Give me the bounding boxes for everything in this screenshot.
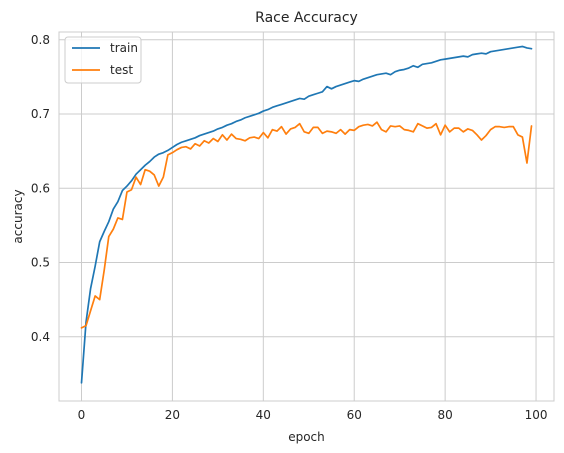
y-tick-label: 0.7 [31, 107, 50, 121]
tick-labels: 0 20 40 60 80 100 0.4 0.5 0.6 0.7 0.8 [31, 33, 548, 422]
y-tick-label: 0.4 [31, 330, 50, 344]
x-tick-label: 20 [165, 408, 180, 422]
x-tick-label: 60 [347, 408, 362, 422]
x-tick-label: 0 [78, 408, 86, 422]
chart-title: Race Accuracy [255, 10, 358, 26]
x-tick-label: 100 [525, 408, 548, 422]
legend-label-test: test [110, 63, 133, 77]
plot-area [59, 32, 554, 401]
y-tick-label: 0.6 [31, 181, 50, 195]
legend-label-train: train [110, 41, 138, 55]
series-layer [80, 45, 533, 384]
series-line-train [80, 45, 533, 384]
x-tick-label: 80 [437, 408, 452, 422]
plot-frame [58, 31, 555, 402]
series-line-test [80, 121, 533, 329]
x-axis-label: epoch [288, 430, 325, 444]
y-tick-label: 0.5 [31, 256, 50, 270]
legend: train test [64, 36, 142, 84]
grid [59, 32, 554, 401]
x-tick-label: 40 [256, 408, 271, 422]
y-tick-label: 0.8 [31, 33, 50, 47]
y-axis-label: accuracy [11, 189, 25, 243]
